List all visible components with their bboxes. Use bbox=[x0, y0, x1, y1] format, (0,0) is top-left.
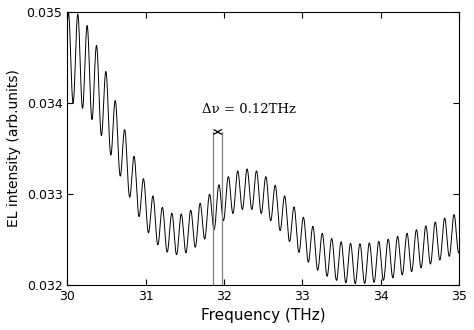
Y-axis label: EL intensity (arb.units): EL intensity (arb.units) bbox=[7, 69, 21, 227]
X-axis label: Frequency (THz): Frequency (THz) bbox=[201, 308, 326, 323]
Text: Δν = 0.12THz: Δν = 0.12THz bbox=[202, 104, 296, 116]
